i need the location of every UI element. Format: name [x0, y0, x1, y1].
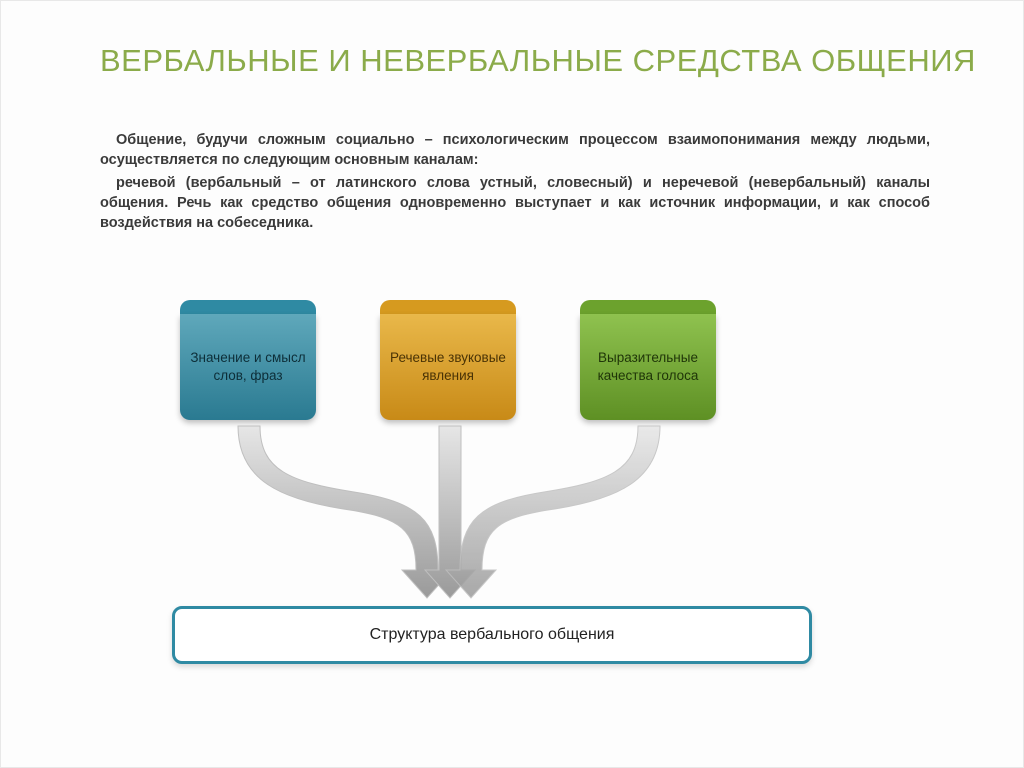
box-voice-body: Выразительные качества голоса [580, 314, 716, 420]
box-speech-body: Речевые звуковые явления [380, 314, 516, 420]
box-meaning-body: Значение и смысл слов, фраз [180, 314, 316, 420]
diagram-container: Значение и смысл слов, фраз Речевые звук… [160, 300, 860, 720]
box-speech: Речевые звуковые явления [380, 300, 516, 420]
target-box: Структура вербального общения [172, 606, 812, 664]
slide-title: ВЕРБАЛЬНЫЕ И НЕВЕРБАЛЬНЫЕ СРЕДСТВА ОБЩЕН… [100, 42, 976, 79]
paragraph-2: речевой (вербальный – от латинского слов… [100, 173, 930, 234]
arrow-right [446, 426, 660, 598]
arrow-left [238, 426, 452, 598]
box-voice-top [580, 300, 716, 314]
box-voice: Выразительные качества голоса [580, 300, 716, 420]
paragraph-1: Общение, будучи сложным социально – псих… [100, 130, 930, 171]
box-meaning-top [180, 300, 316, 314]
target-label: Структура вербального общения [370, 626, 615, 644]
arrows-group [160, 420, 860, 600]
body-text: Общение, будучи сложным социально – псих… [100, 130, 930, 235]
box-meaning: Значение и смысл слов, фраз [180, 300, 316, 420]
box-speech-label: Речевые звуковые явления [388, 349, 508, 385]
box-speech-top [380, 300, 516, 314]
box-meaning-label: Значение и смысл слов, фраз [188, 349, 308, 385]
box-voice-label: Выразительные качества голоса [588, 349, 708, 385]
